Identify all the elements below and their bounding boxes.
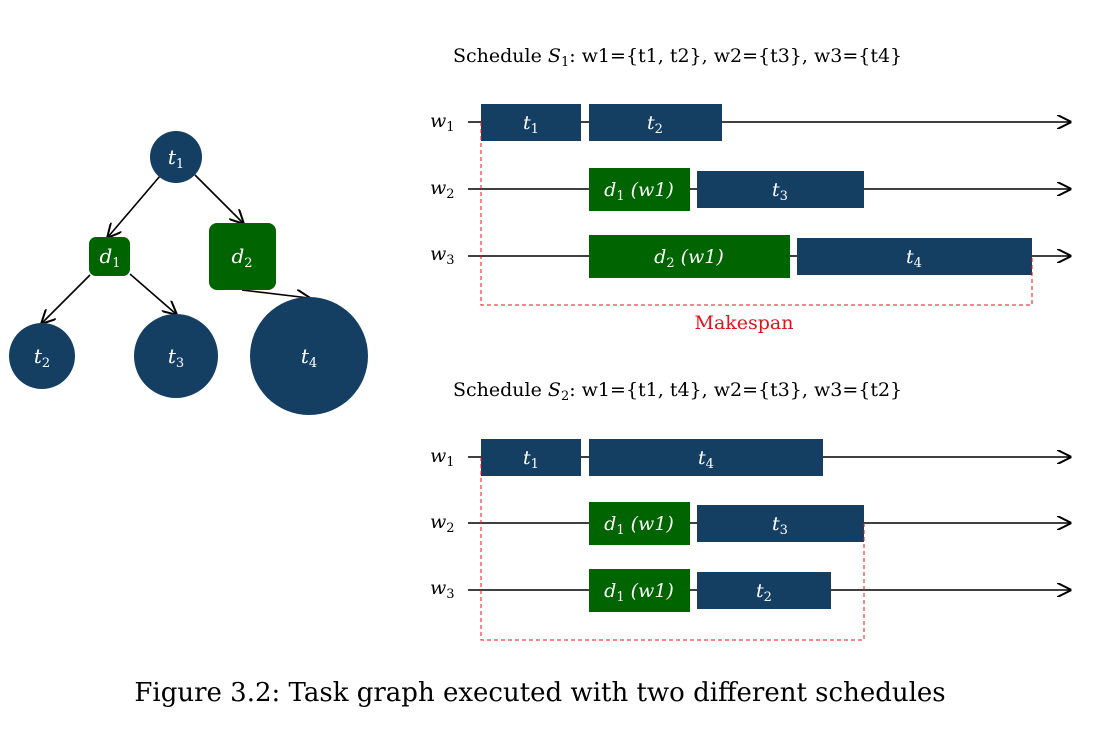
schedule-1-makespan-label: Makespan [694,312,793,334]
schedule-2-bar-w3-d1 [589,569,690,612]
schedule-1-bar-w3-t4 [797,238,1032,275]
schedule-2: Schedule S2: w1={t1, t4}, w2={t3}, w3={t… [430,379,1070,641]
node-t2-label: t2 [34,344,50,371]
node-t2 [9,323,75,389]
schedule-2-bar-w2-t3-label: t3 [772,513,788,538]
schedule-1-bar-w1-t1 [481,104,581,141]
node-t4 [250,297,368,415]
schedule-1-bar-w2-d1 [589,168,690,211]
node-t3-label: t3 [168,344,184,371]
schedule-1-bar-w1-t1-label: t1 [523,112,539,137]
node-d1-label: d1 [99,244,120,271]
node-t3 [134,314,218,398]
schedule-1-bar-w3-d2 [589,235,790,278]
schedule-1-bar-w1-t2 [589,104,722,141]
schedule-1-bar-w3-d2-label: d2 (w1) [654,246,724,271]
schedule-2-bar-w1-t1 [481,439,581,476]
node-t4-label: t4 [301,344,317,371]
schedule-2-bar-w3-t2-label: t2 [756,580,772,605]
schedule-1-bar-w2-t3-label: t3 [772,179,788,204]
schedule-2-bar-w1-t4-label: t4 [698,447,714,472]
node-d2 [209,223,276,290]
schedule-2-bar-w1-t1-label: t1 [523,447,539,472]
schedule-2-bar-w1-t4 [589,439,823,476]
schedule-2-lane-w1-label: w1 [430,445,455,470]
schedule-1-makespan-bracket [480,122,1033,306]
schedule-1-lane-w3-label: w3 [430,243,455,268]
edge-d2-t4 [241,289,309,298]
schedule-2-bar-w2-d1 [589,502,690,545]
node-t1 [150,131,202,183]
schedule-2-lane-w2-label: w2 [430,511,455,536]
schedule-1-title: Schedule S1: w1={t1, t2}, w2={t3}, w3={t… [453,45,902,70]
schedule-1-bar-w2-d1-label: d1 (w1) [604,179,674,204]
schedule-2-bar-w3-d1-label: d1 (w1) [604,580,674,605]
schedule-2-lane-w3-label: w3 [430,577,455,602]
schedule-1-lane-w2-label: w2 [430,177,455,202]
schedule-2-bar-w2-t3 [697,505,864,542]
node-d2-label: d2 [231,244,252,271]
edge-d1-t2 [42,274,91,323]
schedule-1-lane-w1-label: w1 [430,110,455,135]
figure-caption: Figure 3.2: Task graph executed with two… [134,678,945,708]
schedule-2-bar-w3-t2 [697,572,831,609]
schedule-2-title: Schedule S2: w1={t1, t4}, w2={t3}, w3={t… [453,379,902,404]
schedule-1-bar-w2-t3 [697,171,864,208]
node-t1-label: t1 [168,145,184,172]
node-d1 [89,237,130,276]
schedule-1-bar-w1-t2-label: t2 [647,112,663,137]
edge-t1-d2 [194,174,243,223]
schedule-1: Schedule S1: w1={t1, t2}, w2={t3}, w3={t… [430,45,1070,334]
task-graph: t1 d1 d2 t2 t3 t4 [9,131,368,415]
edge-t1-d1 [108,175,161,237]
schedule-2-makespan-bracket [480,457,865,641]
schedule-1-bar-w3-t4-label: t4 [906,246,922,271]
schedule-2-bar-w2-d1-label: d1 (w1) [604,513,674,538]
edge-d1-t3 [129,273,176,314]
